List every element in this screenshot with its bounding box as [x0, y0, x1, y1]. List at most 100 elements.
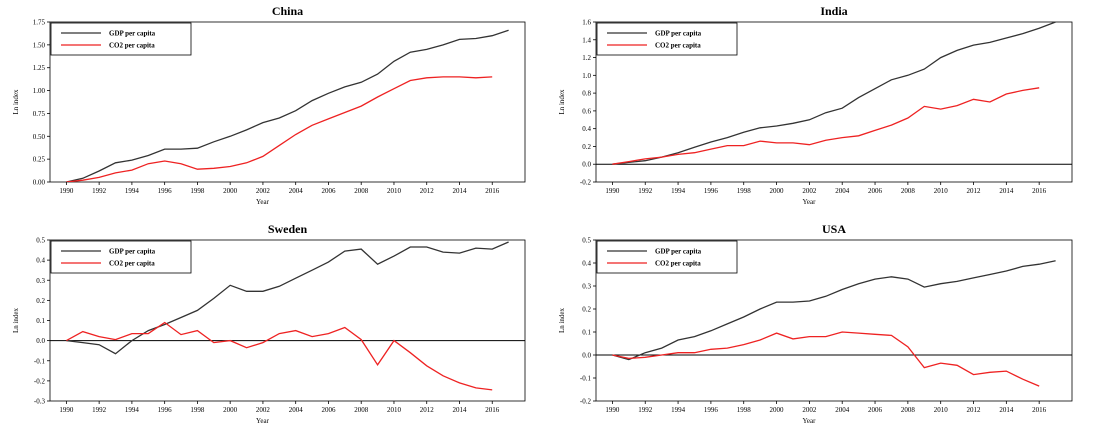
chart-1-x-tick-label: 1990	[605, 187, 620, 195]
chart-2-y-tick-label: 0.1	[36, 317, 45, 325]
chart-1-x-tick-label: 2014	[999, 187, 1014, 195]
chart-2-x-tick-label: 2004	[289, 406, 304, 414]
chart-2-x-tick-label: 1998	[190, 406, 205, 414]
chart-0-x-tick-label: 2006	[321, 187, 336, 195]
chart-3-y-axis-label: Ln index	[558, 307, 566, 333]
chart-0-title: China	[272, 4, 303, 18]
chart-0-x-tick-label: 1990	[59, 187, 74, 195]
chart-2-x-tick-label: 2006	[321, 406, 336, 414]
chart-1-y-tick-label: 1.2	[582, 54, 591, 62]
chart-usa: USA -0.2 -0.1 0.0 0.1 0.2 0.3 0.4 0.5 1990 1992 199…	[558, 222, 1073, 425]
chart-0-x-axis-label: Year	[256, 198, 270, 206]
chart-1-series-line-co2-per-capita	[612, 87, 1040, 165]
chart-2-x-tick-label: 2016	[485, 406, 500, 414]
chart-3-legend-label-co2-per-capita: CO2 per capita	[655, 260, 701, 268]
chart-2-y-tick-label: 0.2	[36, 297, 45, 305]
chart-0-x-tick-label: 1994	[125, 187, 140, 195]
chart-0-x-tick-label: 2008	[354, 187, 369, 195]
chart-0-y-tick-label: 0.25	[33, 156, 46, 164]
chart-1-legend-label-gdp-per-capita: GDP per capita	[655, 30, 702, 38]
chart-3-series-line-gdp-per-capita	[612, 260, 1056, 361]
chart-0-x-tick-label: 1996	[158, 187, 173, 195]
chart-3-y-tick-label: 0.1	[582, 329, 591, 337]
chart-0-legend-label-co2-per-capita: CO2 per capita	[109, 42, 155, 50]
chart-3-y-tick-label: -0.2	[580, 398, 592, 406]
chart-0-x-tick-label: 2014	[452, 187, 467, 195]
chart-2-y-tick-label: 0.5	[36, 237, 45, 245]
chart-2-series-line-gdp-per-capita	[66, 241, 509, 355]
chart-1-y-tick-label: 1.0	[582, 72, 591, 80]
chart-3-legend-label-gdp-per-capita: GDP per capita	[655, 248, 702, 256]
chart-3-y-tick-label: 0.3	[582, 283, 591, 291]
chart-0-x-tick-label: 2016	[485, 187, 500, 195]
chart-3-x-tick-label: 2010	[934, 406, 949, 414]
chart-0-x-tick-label: 1998	[190, 187, 205, 195]
chart-2-y-tick-label: 0.3	[36, 277, 45, 285]
chart-3-x-axis-label: Year	[803, 417, 817, 425]
chart-3-x-tick-label: 1990	[605, 406, 620, 414]
chart-sweden: Sweden -0.3 -0.2 -0.1 0.0 0.1 0.2 0.3 0.4 0.5 1990…	[12, 222, 526, 425]
chart-3-y-tick-label: 0.5	[582, 237, 591, 245]
chart-2-x-tick-label: 1994	[125, 406, 140, 414]
chart-1-x-tick-label: 1992	[638, 187, 653, 195]
chart-3-x-tick-label: 2002	[802, 406, 817, 414]
chart-1-x-tick-label: 2010	[934, 187, 949, 195]
chart-3-y-tick-label: 0.4	[582, 260, 591, 268]
chart-3-y-tick-label: 0.2	[582, 306, 591, 314]
chart-1-y-tick-label: 1.6	[582, 19, 591, 27]
chart-2-title: Sweden	[268, 222, 308, 236]
chart-1-legend-label-co2-per-capita: CO2 per capita	[655, 42, 701, 50]
chart-0-y-axis-label: Ln index	[12, 89, 20, 115]
chart-0-y-tick-label: 1.00	[33, 87, 46, 95]
chart-3-x-tick-label: 1996	[704, 406, 719, 414]
chart-1-x-tick-label: 1998	[737, 187, 752, 195]
chart-2-x-tick-label: 2014	[452, 406, 467, 414]
chart-0-y-tick-label: 0.75	[33, 110, 46, 118]
chart-2-x-tick-label: 2002	[256, 406, 271, 414]
chart-1-x-tick-label: 2016	[1032, 187, 1047, 195]
chart-1-y-tick-label: 1.4	[582, 36, 591, 44]
chart-3-legend	[596, 240, 738, 274]
chart-3-plot-frame	[595, 239, 1073, 402]
chart-3-x-tick-label: 2008	[901, 406, 916, 414]
chart-0-x-tick-label: 2004	[289, 187, 304, 195]
chart-0-series-line-co2-per-capita	[66, 76, 493, 182]
chart-2-x-tick-label: 2012	[420, 406, 435, 414]
chart-1-y-tick-label: 0.6	[582, 107, 591, 115]
chart-3-y-tick-label: 0.0	[582, 352, 591, 360]
chart-0-x-tick-label: 1992	[92, 187, 107, 195]
chart-3-x-tick-label: 2012	[967, 406, 982, 414]
chart-1-x-tick-label: 2012	[967, 187, 982, 195]
chart-1-x-tick-label: 2000	[770, 187, 785, 195]
chart-1-x-axis-label: Year	[803, 198, 817, 206]
chart-2-y-tick-label: -0.1	[34, 357, 46, 365]
chart-0-x-tick-label: 2000	[223, 187, 238, 195]
chart-2-y-tick-label: 0.4	[36, 257, 45, 265]
chart-0-x-tick-label: 2010	[387, 187, 402, 195]
chart-1-x-tick-label: 2004	[835, 187, 850, 195]
chart-0-legend-label-gdp-per-capita: GDP per capita	[109, 30, 156, 38]
chart-2-x-axis-label: Year	[256, 417, 270, 425]
chart-3-x-tick-label: 1992	[638, 406, 653, 414]
chart-1-x-tick-label: 2006	[868, 187, 883, 195]
chart-1-y-tick-label: 0.2	[582, 143, 591, 151]
chart-3-y-tick-label: -0.1	[580, 375, 592, 383]
chart-1-y-tick-label: 0.0	[582, 161, 591, 169]
chart-0-y-tick-label: 1.50	[33, 41, 46, 49]
chart-2-x-tick-label: 2000	[223, 406, 238, 414]
chart-0-y-tick-label: 1.75	[33, 19, 46, 27]
chart-0-series-line-gdp-per-capita	[66, 29, 509, 182]
chart-2-y-tick-label: 0.0	[36, 337, 45, 345]
chart-0-y-tick-label: 1.25	[33, 64, 46, 72]
chart-2-legend-label-gdp-per-capita: GDP per capita	[109, 248, 156, 256]
chart-2-legend-label-co2-per-capita: CO2 per capita	[109, 260, 155, 268]
chart-0-legend	[50, 22, 192, 56]
chart-3-x-tick-label: 2004	[835, 406, 850, 414]
chart-2-y-axis-label: Ln index	[12, 307, 20, 333]
chart-2-legend	[50, 240, 192, 274]
chart-2-x-tick-label: 2010	[387, 406, 402, 414]
chart-3-x-tick-label: 1998	[737, 406, 752, 414]
chart-0-y-tick-label: 0.00	[33, 179, 46, 187]
chart-3-x-tick-label: 2014	[999, 406, 1014, 414]
chart-0-x-tick-label: 2002	[256, 187, 271, 195]
